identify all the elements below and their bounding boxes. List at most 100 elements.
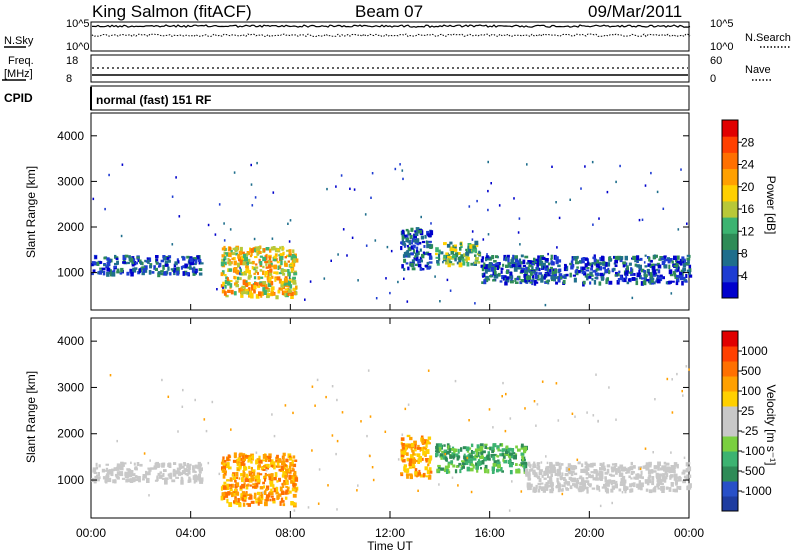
range-cell	[454, 252, 459, 258]
range-cell	[599, 473, 604, 477]
range-cell	[239, 485, 243, 489]
range-cell	[459, 242, 462, 246]
range-cell	[623, 487, 626, 491]
range-cell	[600, 276, 604, 281]
range-cell	[389, 291, 391, 295]
range-cell	[510, 259, 514, 264]
range-cell	[526, 163, 528, 166]
range-cell	[270, 275, 274, 279]
range-cell	[105, 479, 108, 484]
freq-left-tick-bottom: 8	[66, 73, 72, 85]
range-cell	[258, 251, 262, 254]
x-tick-label: 12:00	[375, 526, 405, 540]
range-cell	[670, 292, 673, 295]
range-cell	[327, 484, 329, 487]
range-cell	[571, 470, 575, 474]
range-cell	[560, 276, 563, 280]
range-cell	[424, 252, 428, 256]
range-cell	[416, 246, 419, 251]
range-cell	[603, 483, 607, 489]
range-cell	[151, 271, 155, 274]
range-cell	[184, 473, 187, 476]
range-cell	[259, 269, 263, 272]
range-cell	[632, 278, 636, 281]
range-cell	[255, 459, 259, 465]
range-cell	[231, 492, 234, 498]
range-cell	[449, 261, 453, 264]
range-cell	[262, 281, 267, 285]
range-cell	[260, 491, 264, 496]
range-cell	[619, 483, 624, 486]
y-tick-label: 1000	[57, 266, 84, 280]
range-cell	[235, 252, 238, 256]
range-cell	[571, 412, 574, 415]
range-cell	[683, 260, 687, 263]
range-cell	[126, 271, 130, 276]
range-cell	[367, 369, 370, 372]
range-cell	[462, 461, 465, 465]
range-cell	[292, 472, 297, 476]
range-cell	[273, 477, 277, 481]
range-cell	[449, 256, 454, 260]
range-cell	[264, 463, 269, 467]
range-cell	[569, 464, 573, 470]
range-cell	[513, 261, 516, 266]
range-cell	[233, 275, 236, 280]
range-cell	[504, 450, 509, 455]
range-cell	[667, 259, 671, 264]
range-cell	[509, 271, 513, 276]
range-cell	[675, 481, 678, 486]
range-cell	[536, 278, 541, 281]
range-cell	[336, 398, 338, 402]
range-cell	[652, 255, 656, 260]
range-cell	[119, 471, 124, 474]
range-cell	[270, 246, 274, 251]
range-cell	[651, 265, 656, 270]
range-cell	[120, 267, 124, 273]
range-cell	[474, 448, 479, 453]
range-cell	[282, 273, 286, 276]
range-cell	[489, 446, 492, 451]
range-cell	[471, 238, 474, 241]
range-cell	[326, 187, 328, 191]
range-cell	[242, 257, 246, 262]
range-cell	[684, 280, 688, 283]
range-cell	[167, 255, 172, 259]
range-cell	[98, 270, 102, 275]
range-cell	[608, 386, 610, 389]
range-cell	[487, 160, 489, 164]
range-cell	[132, 267, 137, 273]
range-cell	[276, 276, 281, 281]
range-cell	[230, 250, 233, 255]
range-cell	[425, 240, 428, 243]
range-cell	[670, 451, 672, 454]
range-cell	[290, 463, 294, 467]
range-cell	[271, 498, 276, 502]
range-cell	[635, 476, 639, 480]
range-cell	[531, 266, 534, 271]
range-cell	[530, 468, 534, 472]
range-cell	[268, 256, 272, 261]
range-cell	[417, 260, 420, 264]
range-cell	[476, 444, 480, 449]
range-cell	[403, 277, 405, 280]
range-cell	[595, 263, 600, 268]
range-cell	[370, 196, 372, 199]
range-cell	[114, 473, 119, 477]
range-cell	[446, 243, 451, 248]
range-cell	[265, 465, 269, 470]
range-cell	[248, 470, 252, 474]
range-cell	[509, 274, 513, 279]
range-cell	[511, 448, 515, 453]
range-cell	[655, 273, 658, 277]
range-cell	[407, 252, 411, 258]
range-cell	[239, 268, 242, 273]
range-cell	[661, 477, 664, 482]
x-axis: 00:00 04:00 08:00 12:00 16:00 20:00 00:00	[76, 304, 704, 540]
noise-panel: 10^5 10^0 10^5 10^0 N.Sky N.Search	[4, 18, 791, 53]
range-cell	[669, 258, 673, 262]
range-cell	[194, 478, 198, 483]
range-cell	[525, 470, 528, 476]
range-cell	[227, 289, 231, 293]
range-cell	[257, 285, 261, 288]
